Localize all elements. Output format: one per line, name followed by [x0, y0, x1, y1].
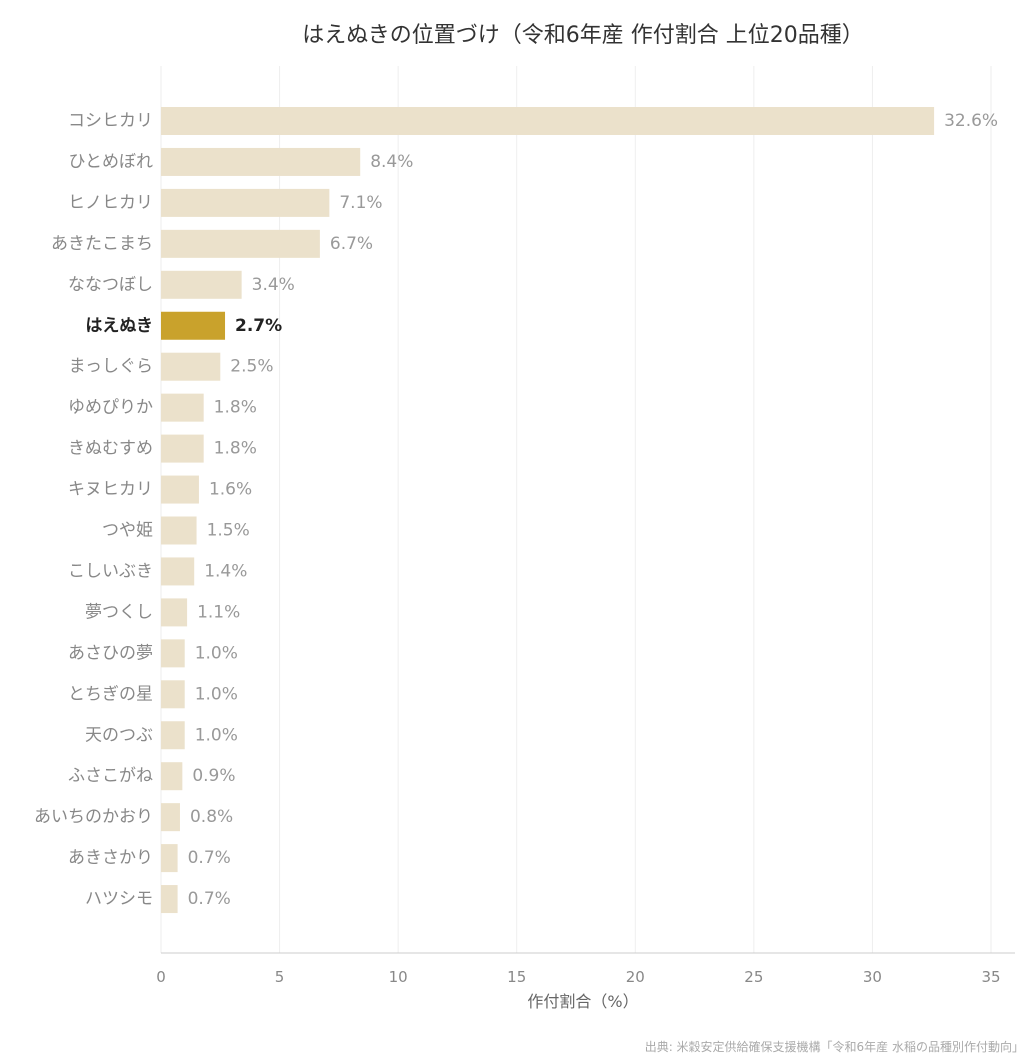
value-label: 0.9% [192, 766, 235, 786]
x-tick-label: 25 [744, 968, 763, 986]
value-label: 8.4% [370, 152, 413, 172]
bar [161, 885, 178, 914]
source-note: 出典: 米穀安定供給確保支援機構「令和6年産 水稲の品種別作付動向」 [645, 1039, 1024, 1054]
value-label: 1.0% [195, 725, 238, 745]
value-label: 1.4% [204, 561, 247, 581]
value-label: 2.7% [235, 316, 282, 336]
value-label: 1.0% [195, 643, 238, 663]
value-label: 0.7% [188, 889, 231, 909]
category-label: こしいぶき [68, 561, 153, 581]
category-label: はえぬき [85, 316, 153, 336]
bar [161, 475, 199, 504]
value-label: 2.5% [230, 357, 273, 377]
category-label: ふさこがね [68, 766, 153, 786]
bar [161, 721, 185, 750]
category-label: ひとめぼれ [69, 152, 154, 172]
x-tick-label: 5 [275, 968, 285, 986]
bar [161, 762, 183, 791]
value-label: 1.5% [207, 521, 250, 541]
bar-highlight [161, 311, 226, 340]
bar [161, 107, 935, 135]
value-label: 7.1% [339, 193, 382, 213]
value-label: 1.1% [197, 602, 240, 622]
value-label: 1.6% [209, 480, 252, 500]
category-label: 夢つくし [85, 602, 153, 622]
bar [161, 557, 195, 586]
bar [161, 393, 204, 422]
value-label: 6.7% [330, 234, 373, 254]
category-label: つや姫 [102, 521, 153, 541]
x-axis-ticks: 0 5 10 15 20 25 30 35 [156, 968, 1000, 986]
category-label: 天のつぶ [85, 725, 153, 745]
category-label: ゆめぴりか [68, 398, 153, 418]
bar [161, 516, 197, 545]
bar [161, 434, 204, 463]
x-tick-label: 20 [626, 968, 645, 986]
category-label: あきさかり [68, 848, 153, 868]
bar [161, 598, 188, 627]
chart-title: はえぬきの位置づけ（令和6年産 作付割合 上位20品種） [302, 23, 864, 48]
bar [161, 639, 185, 668]
bar [161, 229, 320, 258]
category-labels: コシヒカリひとめぼれヒノヒカリあきたこまちななつぼしはえぬきまっしぐらゆめぴりか… [34, 111, 153, 909]
category-label: きぬむすめ [68, 439, 153, 459]
category-label: あさひの夢 [68, 643, 153, 663]
value-label: 32.6% [944, 111, 998, 131]
value-label: 3.4% [252, 275, 295, 295]
bar [161, 188, 330, 217]
x-axis-title: 作付割合（%） [527, 992, 638, 1011]
bars-layer [161, 107, 935, 914]
x-tick-label: 30 [863, 968, 882, 986]
category-label: ヒノヒカリ [68, 193, 153, 213]
category-label: あきたこまち [51, 234, 153, 254]
bar [161, 147, 361, 176]
value-labels: 32.6% 8.4% 7.1% 6.7% 3.4% 2.7% 2.5% 1.8% 1.8% 1.6… [188, 111, 999, 909]
value-label: 1.8% [214, 398, 257, 418]
bar [161, 803, 180, 832]
category-label: ハツシモ [85, 889, 153, 909]
bar [161, 270, 242, 299]
bar [161, 352, 221, 381]
x-tick-label: 10 [389, 968, 408, 986]
bar [161, 844, 178, 873]
category-label: あいちのかおり [34, 807, 153, 827]
category-label: とちぎの星 [68, 684, 153, 704]
category-label: まっしぐら [69, 357, 153, 377]
x-tick-label: 0 [156, 968, 166, 986]
value-label: 0.7% [188, 848, 231, 868]
category-label: キヌヒカリ [68, 480, 153, 500]
category-label: ななつぼし [68, 275, 153, 295]
value-label: 1.8% [214, 439, 257, 459]
value-label: 0.8% [190, 807, 233, 827]
x-tick-label: 35 [981, 968, 1000, 986]
bar [161, 680, 185, 709]
value-label: 1.0% [195, 684, 238, 704]
x-tick-label: 15 [507, 968, 526, 986]
category-label: コシヒカリ [68, 111, 153, 131]
